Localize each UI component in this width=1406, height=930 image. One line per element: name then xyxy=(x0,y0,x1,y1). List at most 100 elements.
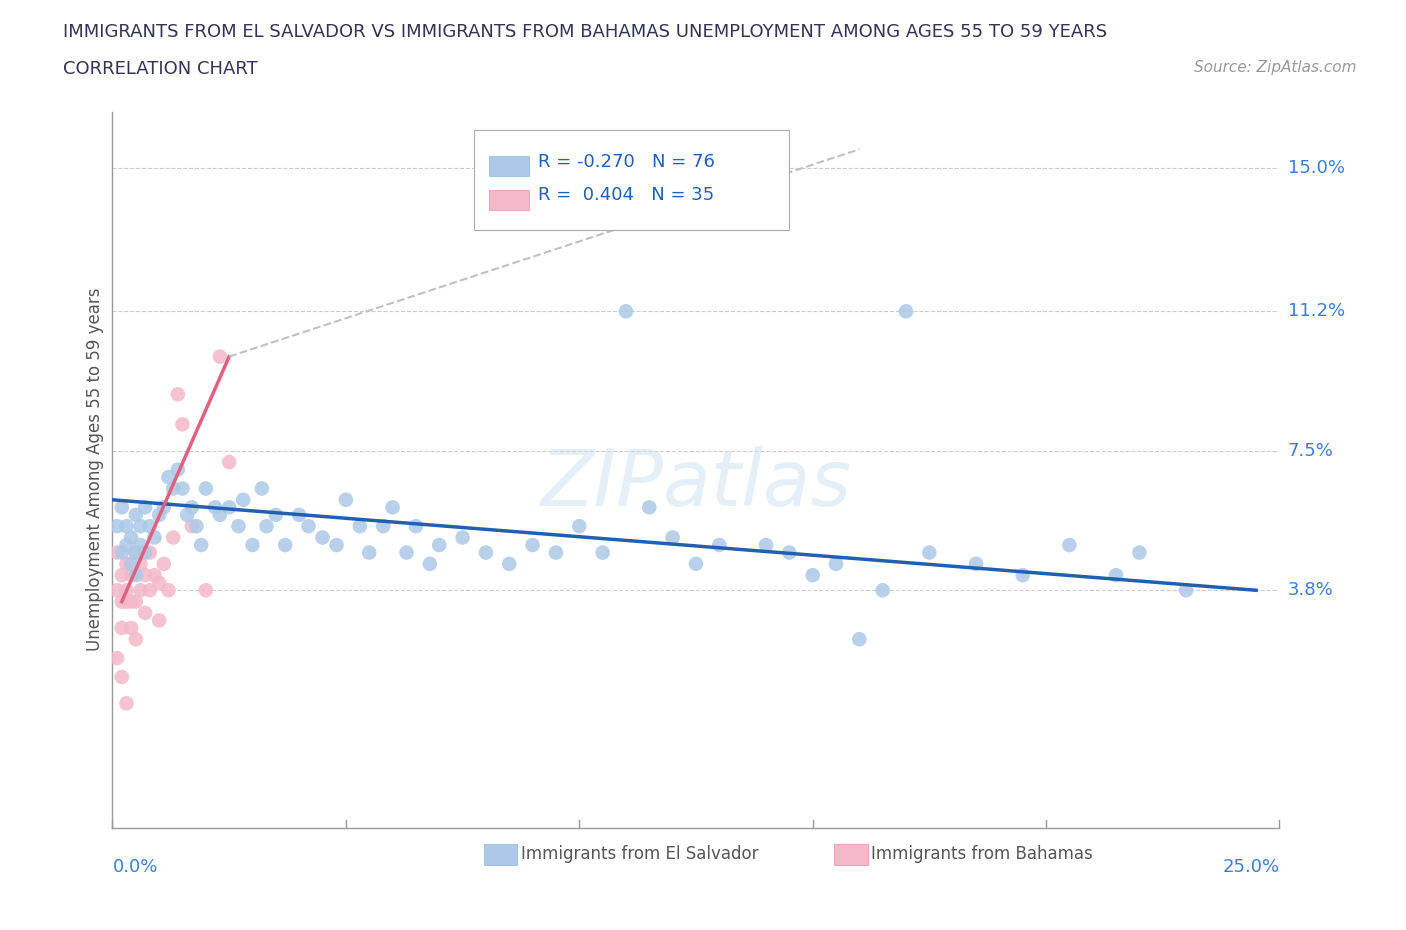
Point xyxy=(405,519,427,534)
Point xyxy=(125,631,148,646)
Point xyxy=(894,304,917,319)
Point xyxy=(778,545,800,560)
Point xyxy=(395,545,418,560)
Point xyxy=(228,519,250,534)
Point xyxy=(250,481,273,496)
Point xyxy=(801,567,824,582)
Point xyxy=(125,594,148,609)
Point xyxy=(208,508,231,523)
Point xyxy=(162,530,184,545)
Point xyxy=(115,696,138,711)
Point xyxy=(120,567,142,582)
Point xyxy=(475,545,498,560)
Point xyxy=(120,620,142,635)
Point xyxy=(139,519,162,534)
Point xyxy=(359,545,381,560)
Point xyxy=(685,556,707,571)
Point xyxy=(125,567,148,582)
Point xyxy=(274,538,297,552)
Text: 25.0%: 25.0% xyxy=(1222,858,1279,876)
Point xyxy=(111,620,134,635)
Point xyxy=(111,567,134,582)
Point xyxy=(115,594,138,609)
Point xyxy=(965,556,987,571)
Text: 7.5%: 7.5% xyxy=(1288,442,1334,459)
Text: Immigrants from Bahamas: Immigrants from Bahamas xyxy=(872,845,1092,863)
Point xyxy=(115,556,138,571)
Point xyxy=(111,594,134,609)
Point xyxy=(139,583,162,598)
Text: ZIPatlas: ZIPatlas xyxy=(540,446,852,522)
Point xyxy=(148,576,170,591)
FancyBboxPatch shape xyxy=(484,844,517,865)
Point xyxy=(918,545,941,560)
Point xyxy=(134,500,156,515)
Point xyxy=(129,538,152,552)
Point xyxy=(848,631,870,646)
Point xyxy=(311,530,333,545)
Point xyxy=(218,455,240,470)
Point xyxy=(208,349,231,364)
Point xyxy=(157,470,180,485)
Point xyxy=(180,500,202,515)
Point xyxy=(162,481,184,496)
Point xyxy=(111,545,134,560)
Point xyxy=(638,500,661,515)
Point xyxy=(498,556,520,571)
Point xyxy=(1175,583,1198,598)
Point xyxy=(139,545,162,560)
Text: Source: ZipAtlas.com: Source: ZipAtlas.com xyxy=(1194,60,1357,75)
Point xyxy=(172,481,194,496)
FancyBboxPatch shape xyxy=(489,190,529,209)
Point xyxy=(134,545,156,560)
Point xyxy=(105,519,128,534)
Point xyxy=(755,538,778,552)
Point xyxy=(242,538,264,552)
Point xyxy=(381,500,404,515)
Text: R = -0.270   N = 76: R = -0.270 N = 76 xyxy=(538,153,716,171)
Point xyxy=(120,530,142,545)
Point xyxy=(111,670,134,684)
Point xyxy=(129,583,152,598)
Text: Immigrants from El Salvador: Immigrants from El Salvador xyxy=(520,845,758,863)
Point xyxy=(166,387,188,402)
Point xyxy=(1128,545,1150,560)
Point xyxy=(120,556,142,571)
Point xyxy=(120,594,142,609)
Point xyxy=(111,500,134,515)
Point xyxy=(190,538,212,552)
Point xyxy=(129,519,152,534)
Text: IMMIGRANTS FROM EL SALVADOR VS IMMIGRANTS FROM BAHAMAS UNEMPLOYMENT AMONG AGES 5: IMMIGRANTS FROM EL SALVADOR VS IMMIGRANT… xyxy=(63,23,1108,41)
Point xyxy=(148,508,170,523)
Point xyxy=(194,583,217,598)
Text: 0.0%: 0.0% xyxy=(112,858,157,876)
Point xyxy=(105,545,128,560)
Point xyxy=(105,651,128,666)
Text: 15.0%: 15.0% xyxy=(1288,159,1344,177)
Point xyxy=(115,583,138,598)
Point xyxy=(264,508,287,523)
Text: 3.8%: 3.8% xyxy=(1288,581,1333,599)
Point xyxy=(157,583,180,598)
Point xyxy=(1011,567,1033,582)
Point xyxy=(451,530,474,545)
Point xyxy=(148,613,170,628)
Point xyxy=(125,508,148,523)
Point xyxy=(661,530,683,545)
Point xyxy=(544,545,567,560)
Point xyxy=(186,519,208,534)
Point xyxy=(134,605,156,620)
Point xyxy=(325,538,347,552)
Point xyxy=(592,545,614,560)
FancyBboxPatch shape xyxy=(474,129,789,230)
Text: CORRELATION CHART: CORRELATION CHART xyxy=(63,60,259,78)
Point xyxy=(335,492,357,507)
Y-axis label: Unemployment Among Ages 55 to 59 years: Unemployment Among Ages 55 to 59 years xyxy=(86,288,104,651)
Point xyxy=(153,556,176,571)
Point xyxy=(568,519,591,534)
Point xyxy=(115,538,138,552)
Point xyxy=(232,492,254,507)
Point xyxy=(709,538,731,552)
Point xyxy=(176,508,198,523)
Point xyxy=(134,567,156,582)
